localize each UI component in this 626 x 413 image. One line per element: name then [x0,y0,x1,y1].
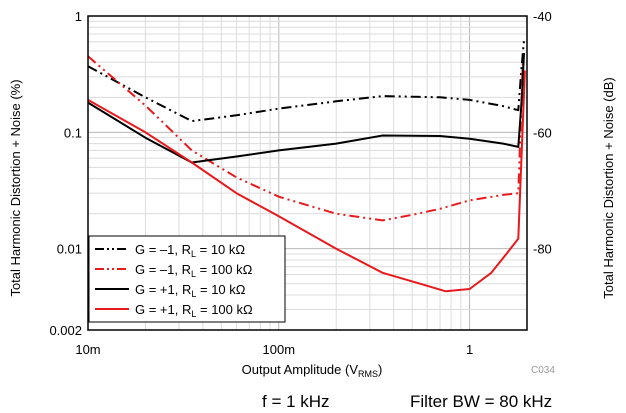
footer-frequency: f = 1 kHz [262,392,330,411]
y-tick-label: 1 [75,9,82,24]
y-tick-label: 0.01 [57,242,82,257]
x-tick-label: 1 [466,342,473,357]
x-tick-label: 10m [75,342,100,357]
y2-tick-label: -60 [533,125,552,140]
x-tick-label: 100m [263,342,296,357]
legend-label: G = +1, RL = 10 kΩ [135,282,246,299]
y-tick-labels: 1 0.1 0.01 0.002 [49,9,82,338]
footer-filter-bw: Filter BW = 80 kHz [410,392,552,411]
y2-axis-label: Total Harmonic Distortion + Noise (dB) [601,77,616,298]
series-line-1 [87,40,525,123]
y2-tick-label: -80 [533,242,552,257]
x-tick-labels: 10m 100m 1 [75,342,473,357]
x-axis-label: Output Amplitude (VRMS) [242,362,383,379]
series-line-3 [87,53,525,164]
curves [87,40,526,293]
y-tick-label: 0.002 [49,323,82,338]
grid [88,16,528,330]
legend: G = –1, RL = 10 kΩ G = –1, RL = 100 kΩ G =… [88,235,286,323]
y-axis-label: Total Harmonic Distortion + Noise (%) [8,79,23,296]
y-tick-label: 0.1 [64,125,82,140]
plot-frame [87,15,528,331]
y2-tick-labels: -40 -60 -80 [533,9,552,257]
series-line-2 [87,55,524,222]
legend-box [88,235,286,323]
series-line-4 [87,70,526,293]
legend-label: G = +1, RL = 100 kΩ [135,302,253,319]
figure-code: C034 [531,365,555,376]
legend-label: G = –1, RL = 10 kΩ [135,242,245,259]
legend-label: G = –1, RL = 100 kΩ [135,262,253,279]
y2-tick-label: -40 [533,9,552,24]
